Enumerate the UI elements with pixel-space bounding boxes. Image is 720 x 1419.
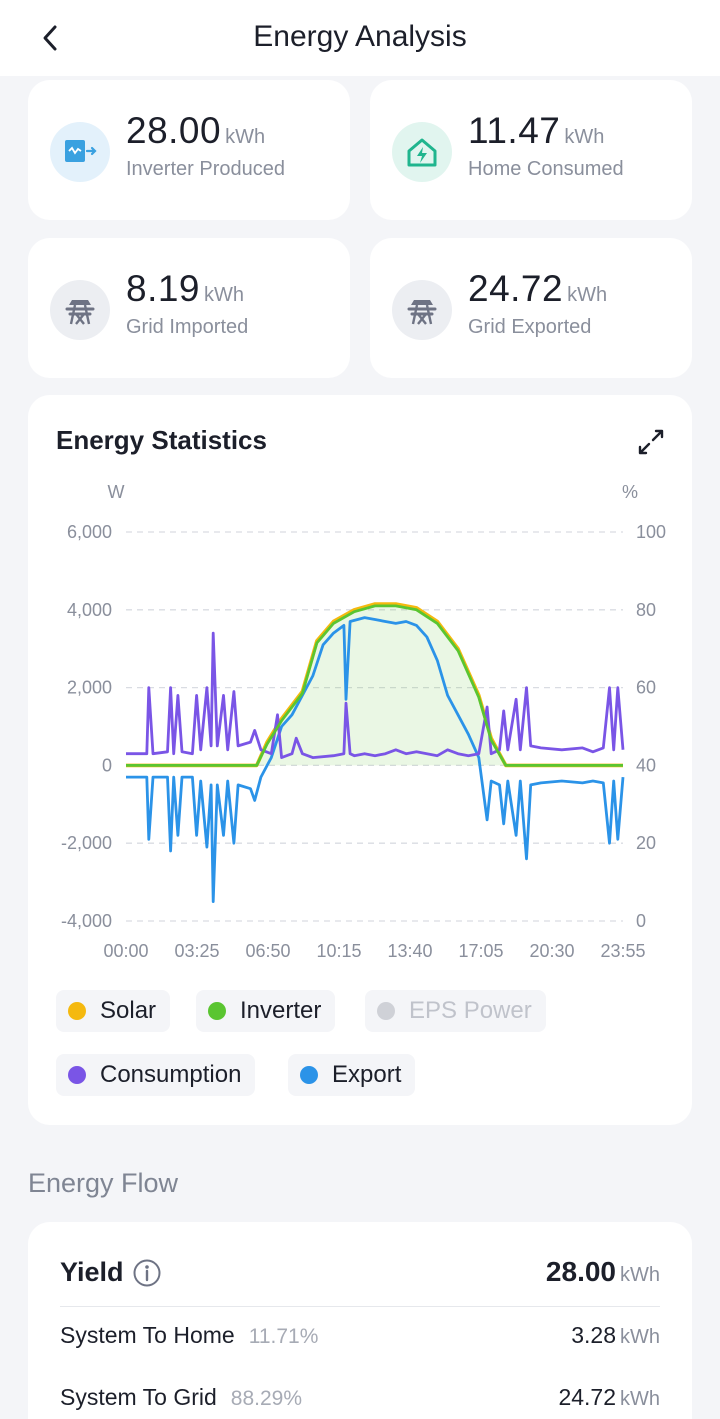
stat-unit: kWh <box>567 284 608 306</box>
y-left-tick: -4,000 <box>61 911 112 931</box>
legend-dot <box>300 1066 318 1084</box>
chevron-left-icon <box>43 25 57 51</box>
inverter-produced-card[interactable]: 28.00 kWh Inverter Produced <box>28 80 350 220</box>
legend-label: Consumption <box>100 1061 242 1088</box>
stat-value: 11.47 kWh <box>468 110 604 152</box>
legend-label: EPS Power <box>409 997 532 1024</box>
stat-number: 11.47 <box>468 110 561 151</box>
x-tick: 06:50 <box>245 941 290 961</box>
series-line-consumption <box>126 631 625 759</box>
legend-label: Inverter <box>240 997 322 1024</box>
stat-label: Home Consumed <box>468 158 624 180</box>
back-button[interactable] <box>30 18 70 58</box>
flow-row-label: System To Grid <box>60 1384 217 1410</box>
y-right-tick: 20 <box>636 833 656 853</box>
stat-unit: kWh <box>204 284 245 306</box>
y-left-unit: W <box>108 482 125 502</box>
flow-row-value: 24.72 <box>558 1384 616 1410</box>
stat-unit: kWh <box>225 126 266 148</box>
y-left-tick: 2,000 <box>67 678 112 698</box>
divider <box>60 1306 660 1307</box>
yield-row: Yield 28.00 kWh <box>60 1256 660 1288</box>
expand-icon <box>638 429 664 455</box>
legend-export[interactable]: Export <box>288 1054 416 1096</box>
legend-consumption[interactable]: Consumption <box>56 1054 256 1096</box>
stat-number: 24.72 <box>468 268 564 309</box>
grid-imported-card[interactable]: 8.19 kWh Grid Imported <box>28 238 350 378</box>
series-line-export <box>126 616 625 903</box>
stat-number: 28.00 <box>126 110 222 151</box>
x-tick: 00:00 <box>103 941 148 961</box>
flow-row-percent: 88.29% <box>230 1387 303 1410</box>
chart-title: Energy Statistics <box>56 425 267 455</box>
x-tick: 13:40 <box>387 941 432 961</box>
stat-label: Grid Imported <box>126 316 249 338</box>
yield-unit: kWh <box>620 1264 660 1286</box>
flow-row-unit: kWh <box>620 1388 660 1410</box>
legend-eps-power[interactable]: EPS Power <box>365 990 546 1032</box>
flow-row-percent: 11.71% <box>248 1325 319 1348</box>
stat-unit: kWh <box>564 126 605 148</box>
y-left-tick: -2,000 <box>61 833 112 853</box>
y-right-tick: 80 <box>636 600 656 620</box>
x-tick: 10:15 <box>316 941 361 961</box>
inverter-area <box>126 605 623 766</box>
stat-value: 8.19 kWh <box>126 268 244 310</box>
expand-button[interactable] <box>636 427 666 457</box>
energy-flow-title: Energy Flow <box>28 1168 179 1198</box>
yield-value: 28.00 <box>545 1256 616 1287</box>
legend-dot <box>68 1066 86 1084</box>
x-tick: 20:30 <box>529 941 574 961</box>
stat-label: Grid Exported <box>468 316 592 338</box>
legend-label: Export <box>332 1061 402 1088</box>
x-tick: 23:55 <box>600 941 645 961</box>
flow-row-system-to-grid: System To Grid 88.29% 24.72 kWh <box>60 1384 660 1411</box>
legend-dot <box>377 1002 395 1020</box>
energy-statistics-card: Energy Statistics W% 6,000 100 4,000 80 2,000… <box>28 395 692 1125</box>
page-title: Energy Analysis <box>253 20 467 53</box>
y-right-tick: 40 <box>636 755 656 775</box>
flow-row-system-to-home: System To Home 11.71% 3.28 kWh <box>60 1322 660 1349</box>
legend-inverter[interactable]: Inverter <box>196 990 336 1032</box>
grid-exported-card[interactable]: 24.72 kWh Grid Exported <box>370 238 692 378</box>
legend-label: Solar <box>100 997 157 1024</box>
x-tick: 17:05 <box>458 941 503 961</box>
series-line-inverter <box>126 604 623 767</box>
flow-row-value: 3.28 <box>571 1322 616 1348</box>
flow-row-label: System To Home <box>60 1322 235 1348</box>
info-icon[interactable] <box>132 1258 162 1288</box>
grid-tower-icon <box>50 280 110 340</box>
y-right-unit: % <box>622 482 638 502</box>
y-right-tick: 100 <box>636 522 666 542</box>
y-left-tick: 0 <box>102 755 112 775</box>
flow-row-unit: kWh <box>620 1326 660 1348</box>
grid-tower-icon <box>392 280 452 340</box>
home-consumed-card[interactable]: 11.47 kWh Home Consumed <box>370 80 692 220</box>
energy-chart: W % 6,000 100 4,000 80 2,000 60 0 40 -2,000 20 -4,00… <box>61 482 666 961</box>
y-right-tick: 60 <box>636 678 656 698</box>
legend-dot <box>208 1002 226 1020</box>
y-left-tick: 6,000 <box>67 522 112 542</box>
legend-dot <box>68 1002 86 1020</box>
app-header: Energy Analysis <box>0 0 720 76</box>
stat-value: 28.00 kWh <box>126 110 265 152</box>
energy-flow-card: Yield 28.00 kWh System To Home 11.71% 3.28… <box>28 1222 692 1419</box>
legend-solar[interactable]: Solar <box>56 990 171 1032</box>
x-tick: 03:25 <box>174 941 219 961</box>
inverter-icon <box>50 122 110 182</box>
stat-label: Inverter Produced <box>126 158 285 180</box>
y-left-tick: 4,000 <box>67 600 112 620</box>
y-right-tick: 0 <box>636 911 646 931</box>
stat-value: 24.72 kWh <box>468 268 607 310</box>
stat-number: 8.19 <box>126 268 201 309</box>
yield-label: Yield <box>60 1257 124 1287</box>
home-energy-icon <box>392 122 452 182</box>
